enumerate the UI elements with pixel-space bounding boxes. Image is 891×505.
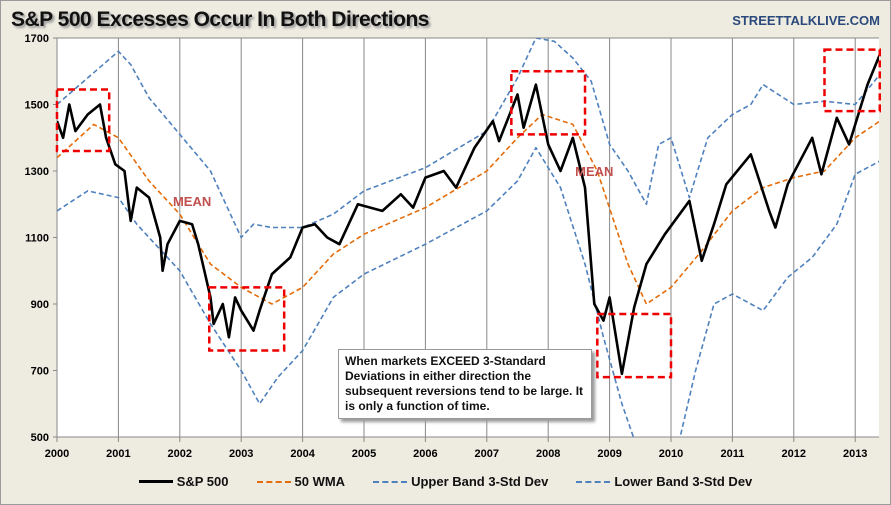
x-tick-label: 2012 <box>782 448 806 460</box>
x-tick-label: 2004 <box>290 448 315 460</box>
y-tick-label: 1500 <box>25 100 49 112</box>
y-tick-label: 500 <box>31 432 49 444</box>
legend-swatch <box>576 480 611 483</box>
legend-item-upper-band: Upper Band 3-Std Dev <box>373 474 548 489</box>
legend: S&P 500 50 WMA Upper Band 3-Std Dev Lowe… <box>1 474 890 489</box>
x-tick-label: 2010 <box>659 448 683 460</box>
x-tick-label: 2005 <box>352 448 376 460</box>
x-tick-label: 2013 <box>843 448 867 460</box>
highlight-box <box>510 70 587 136</box>
legend-label: 50 WMA <box>294 474 346 489</box>
highlight-box <box>208 286 286 352</box>
legend-item-wma: 50 WMA <box>256 474 346 489</box>
legend-label: Lower Band 3-Std Dev <box>614 474 753 489</box>
series-line-lower-band-3-std-dev <box>57 146 879 437</box>
x-tick-label: 2002 <box>168 448 192 460</box>
x-tick-label: 2000 <box>45 448 69 460</box>
x-tick-label: 2001 <box>106 448 130 460</box>
series-line-50-wma <box>57 113 879 305</box>
y-tick-label: 1300 <box>25 166 49 178</box>
chart-title: S&P 500 Excesses Occur In Both Direction… <box>11 8 429 31</box>
legend-swatch <box>138 480 173 483</box>
x-tick-label: 2009 <box>597 448 621 460</box>
y-tick-label: 900 <box>31 299 49 311</box>
legend-swatch <box>373 480 408 483</box>
y-tick-label: 1700 <box>25 33 49 45</box>
series-line-s-p-500 <box>57 54 879 376</box>
legend-label: S&P 500 <box>176 474 229 489</box>
mean-annotation: MEAN <box>173 194 211 209</box>
x-tick-label: 2006 <box>413 448 437 460</box>
highlight-box <box>55 88 111 153</box>
mean-annotation: MEAN <box>575 164 613 179</box>
legend-label: Upper Band 3-Std Dev <box>411 474 549 489</box>
x-tick-label: 2007 <box>475 448 499 460</box>
legend-item-sp500: S&P 500 <box>138 474 229 489</box>
highlight-box <box>823 48 882 113</box>
x-tick-label: 2003 <box>229 448 253 460</box>
highlight-box <box>596 312 673 379</box>
legend-item-lower-band: Lower Band 3-Std Dev <box>576 474 752 489</box>
y-tick-label: 1100 <box>25 233 49 245</box>
legend-swatch <box>256 480 291 483</box>
x-tick-label: 2008 <box>536 448 560 460</box>
annotation-note: When markets EXCEED 3-Standard Deviation… <box>338 349 592 419</box>
x-tick-label: 2011 <box>720 448 744 460</box>
y-tick-label: 700 <box>31 366 49 378</box>
series-line-upper-band-3-std-dev <box>57 38 879 239</box>
source-label: STREETTALKLIVE.COM <box>732 13 880 28</box>
